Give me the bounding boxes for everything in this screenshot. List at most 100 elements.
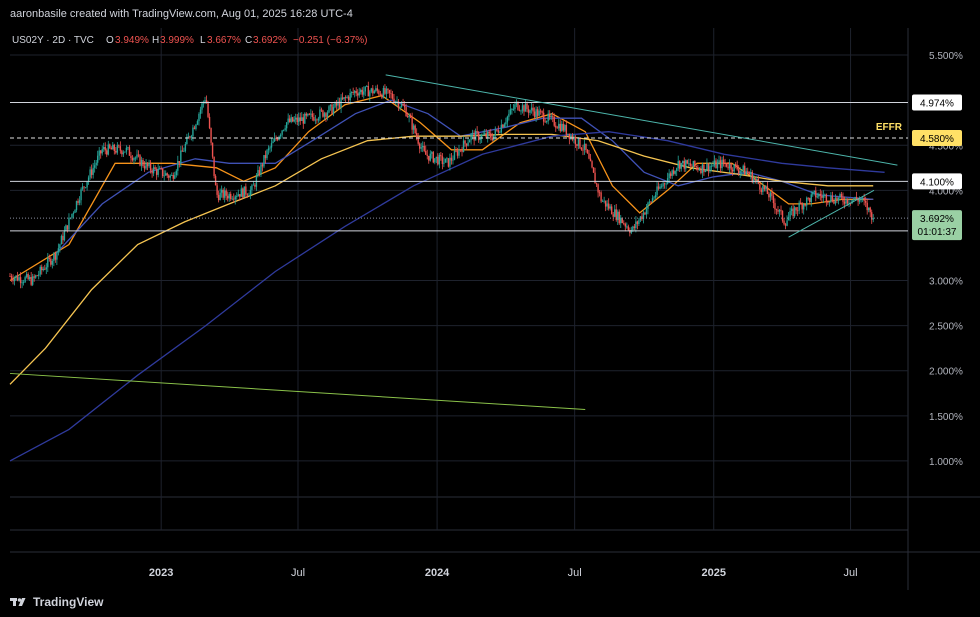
price-level-tag <box>912 130 962 147</box>
candle-body <box>355 90 357 94</box>
candle-body <box>771 192 773 197</box>
candle-body <box>861 198 864 199</box>
candle-body <box>75 201 78 211</box>
candle-body <box>583 143 586 150</box>
candle-body <box>158 168 161 170</box>
candle-body <box>104 147 106 151</box>
candle-body <box>688 163 690 165</box>
candle-body <box>818 193 820 197</box>
candle-body <box>733 164 735 172</box>
candle-body <box>59 244 61 249</box>
y-tick-label: 4.500% <box>929 141 963 152</box>
candle-body <box>810 194 812 203</box>
candle-body <box>426 154 428 156</box>
candle-body <box>89 169 91 178</box>
candle-body <box>577 137 580 147</box>
candle-body <box>547 113 549 122</box>
candle-body <box>545 121 548 123</box>
candle-body <box>672 170 675 174</box>
candle-body <box>768 194 770 198</box>
candle-body <box>193 127 196 129</box>
candle-body <box>225 190 227 196</box>
bar-countdown: 01:01:37 <box>918 227 957 238</box>
candle-body <box>290 117 292 122</box>
candle-body <box>384 88 386 94</box>
chart-grid <box>10 28 980 590</box>
candle-body <box>671 170 673 176</box>
y-tick-label: 3.000% <box>929 277 963 288</box>
candle-body <box>809 198 811 203</box>
candle-body <box>530 107 533 111</box>
candle-body <box>226 195 229 199</box>
effr-label: EFFR <box>876 122 903 133</box>
candle-body <box>689 163 692 166</box>
candle-body <box>737 169 740 173</box>
candle-body <box>603 200 605 202</box>
candle-body <box>523 105 525 112</box>
candle-body <box>417 137 419 144</box>
candle-body <box>86 181 88 188</box>
candle-body <box>431 152 433 154</box>
candle-body <box>509 109 512 114</box>
candle-body <box>287 118 289 123</box>
candle-body <box>364 86 366 92</box>
candle-body <box>579 137 581 148</box>
candle-body <box>618 211 620 224</box>
candle-body <box>686 160 688 164</box>
candle-body <box>473 132 475 141</box>
x-tick-label: 2024 <box>425 567 450 579</box>
candle-body <box>825 194 828 203</box>
candle-body <box>270 143 273 148</box>
candle-body <box>852 199 855 201</box>
candle-body <box>112 144 114 150</box>
candle-body <box>219 192 221 201</box>
tradingview-logo-icon <box>10 598 26 606</box>
candle-body <box>515 101 518 105</box>
candle-body <box>62 235 64 241</box>
candle-body <box>236 196 238 197</box>
candle-body <box>22 282 25 283</box>
candle-body <box>133 158 135 161</box>
candle-body <box>369 91 371 97</box>
time-axis[interactable]: 2023 Jul 2024 Jul 2025 Jul <box>149 567 858 579</box>
candle-body <box>264 155 267 159</box>
candle-body <box>601 201 604 202</box>
candle-body <box>338 101 341 108</box>
candle-body <box>412 125 415 130</box>
candle-body <box>31 276 34 285</box>
candle-body <box>233 198 235 200</box>
tradingview-logo[interactable]: TradingView <box>10 595 103 609</box>
candle-body <box>592 167 595 173</box>
candle-body <box>447 158 450 167</box>
candle-body <box>816 196 818 198</box>
candle-body <box>273 137 276 142</box>
tradingview-brand: TradingView <box>33 595 104 609</box>
candle-body <box>231 198 233 200</box>
candle-body <box>441 156 444 164</box>
candle-body <box>50 258 52 265</box>
candle-body <box>725 163 728 167</box>
candle-body <box>352 91 354 93</box>
candle-body <box>490 133 492 138</box>
candle-body <box>305 113 308 116</box>
candle-body <box>323 113 326 117</box>
candle-body <box>201 103 203 110</box>
candle-body <box>122 152 125 155</box>
candle-body <box>113 144 116 151</box>
candle-body <box>399 106 401 109</box>
candle-body <box>205 100 208 104</box>
candle-body <box>629 230 631 233</box>
last-price-value: 3.692% <box>920 214 954 225</box>
candle-body <box>682 160 684 163</box>
candle-body <box>372 88 374 94</box>
price-axis[interactable]: 5.500% 4.500% 4.000% 3.000% 2.500% 2.000% 1.50… <box>929 51 963 468</box>
candle-body <box>500 124 503 133</box>
legend-open-label: O <box>106 35 114 46</box>
candle-body <box>780 209 782 211</box>
candle-body <box>101 149 103 154</box>
candle-body <box>576 144 578 147</box>
candle-body <box>151 170 153 174</box>
candle-body <box>284 128 286 130</box>
candle-body <box>281 130 283 135</box>
